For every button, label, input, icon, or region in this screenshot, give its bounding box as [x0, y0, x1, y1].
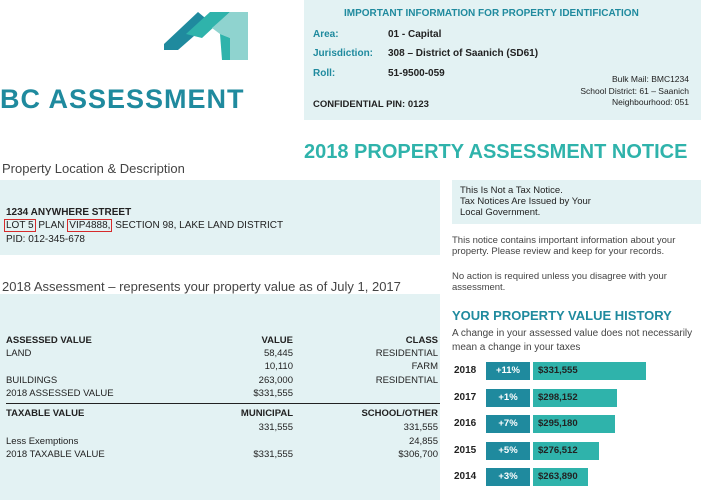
tax-row-label: Less Exemptions — [6, 436, 79, 447]
history-title: YOUR PROPERTY VALUE HISTORY — [452, 308, 672, 323]
row-class: RESIDENTIAL — [375, 375, 438, 386]
tax-notice-line1: This Is Not a Tax Notice. — [460, 185, 563, 196]
history-change: +11% — [486, 362, 530, 380]
tax-row-school: 24,855 — [408, 436, 438, 447]
row-class: FARM — [411, 361, 438, 372]
street-address: 1234 ANYWHERE STREET — [6, 207, 132, 218]
action-paragraph: No action is required unless you disagre… — [452, 271, 667, 293]
tax-notice-line3: Local Government. — [460, 207, 541, 218]
property-identification-box — [304, 0, 701, 120]
area-value: 01 - Capital — [388, 29, 442, 40]
jurisdiction-value: 308 – District of Saanich (SD61) — [388, 48, 539, 59]
location-box — [0, 180, 440, 255]
bc-assessment-logo-icon — [164, 12, 248, 60]
legal-description: LOT 5 PLAN VIP4888, SECTION 98, LAKE LAN… — [4, 219, 284, 232]
col-municipal: MUNICIPAL — [240, 408, 293, 419]
info-title: IMPORTANT INFORMATION FOR PROPERTY IDENT… — [344, 8, 639, 19]
history-change: +1% — [486, 388, 530, 407]
col-assessed-value: ASSESSED VALUE — [6, 335, 92, 346]
confidential-pin: CONFIDENTIAL PIN: 0123 — [313, 99, 429, 110]
history-subtitle: A change in your assessed value does not… — [452, 328, 693, 353]
tax-row-label: 2018 TAXABLE VALUE — [6, 449, 105, 460]
history-year: 2018 — [454, 365, 477, 376]
tax-row-school: $306,700 — [398, 449, 438, 460]
tax-row-school: 331,555 — [403, 422, 438, 433]
roll-value: 51-9500-059 — [388, 68, 445, 79]
bulk-mail: Bulk Mail: BMC1234 — [611, 74, 689, 84]
history-value-bar: $263,890 — [533, 468, 588, 486]
row-class: RESIDENTIAL — [375, 348, 438, 359]
lot-number: LOT 5 — [4, 219, 36, 232]
col-taxable-value: TAXABLE VALUE — [6, 408, 85, 419]
legal-rest: SECTION 98, LAKE LAND DISTRICT — [115, 220, 284, 231]
row-label: BUILDINGS — [6, 375, 58, 386]
tax-notice-box — [452, 180, 701, 224]
history-year: 2014 — [454, 471, 477, 482]
tax-row-municipal: 331,555 — [258, 422, 293, 433]
location-heading: Property Location & Description — [2, 161, 185, 176]
row-value: 58,445 — [263, 348, 293, 359]
plan-number: VIP4888, — [67, 219, 113, 232]
divider — [6, 403, 440, 404]
tax-row-municipal: $331,555 — [253, 449, 293, 460]
row-value: 263,000 — [258, 375, 293, 386]
info-paragraph: This notice contains important informati… — [452, 235, 676, 257]
history-change: +5% — [486, 441, 530, 460]
plan-word: PLAN — [38, 220, 65, 231]
area-label: Area: — [313, 29, 339, 40]
history-year: 2016 — [454, 418, 477, 429]
col-school-other: SCHOOL/OTHER — [361, 408, 438, 419]
school-district: School District: 61 – Saanich — [580, 86, 689, 96]
history-change: +7% — [486, 415, 530, 433]
notice-title: 2018 PROPERTY ASSESSMENT NOTICE — [304, 141, 688, 163]
assessment-box — [0, 294, 440, 500]
brand-name: BC ASSESSMENT — [0, 84, 245, 114]
history-change: +3% — [486, 468, 530, 486]
col-class: CLASS — [405, 335, 438, 346]
row-value: $331,555 — [253, 388, 293, 399]
assessment-heading: 2018 Assessment – represents your proper… — [2, 279, 401, 294]
history-value-bar: $298,152 — [533, 388, 617, 407]
row-label: 2018 ASSESSED VALUE — [6, 388, 114, 399]
row-value: 10,110 — [264, 361, 293, 372]
history-year: 2017 — [454, 391, 477, 403]
jurisdiction-label: Jurisdiction: — [313, 48, 374, 59]
tax-notice-line2: Tax Notices Are Issued by Your — [460, 196, 591, 207]
pid: PID: 012-345-678 — [6, 234, 85, 245]
roll-label: Roll: — [313, 68, 336, 79]
history-value-bar: $295,180 — [533, 415, 615, 433]
neighbourhood: Neighbourhood: 051 — [611, 97, 689, 107]
history-value-bar: $276,512 — [533, 441, 599, 460]
row-label: LAND — [6, 348, 32, 359]
history-value-bar: $331,555 — [533, 362, 646, 380]
history-year: 2015 — [454, 444, 477, 456]
col-value: VALUE — [261, 335, 294, 346]
